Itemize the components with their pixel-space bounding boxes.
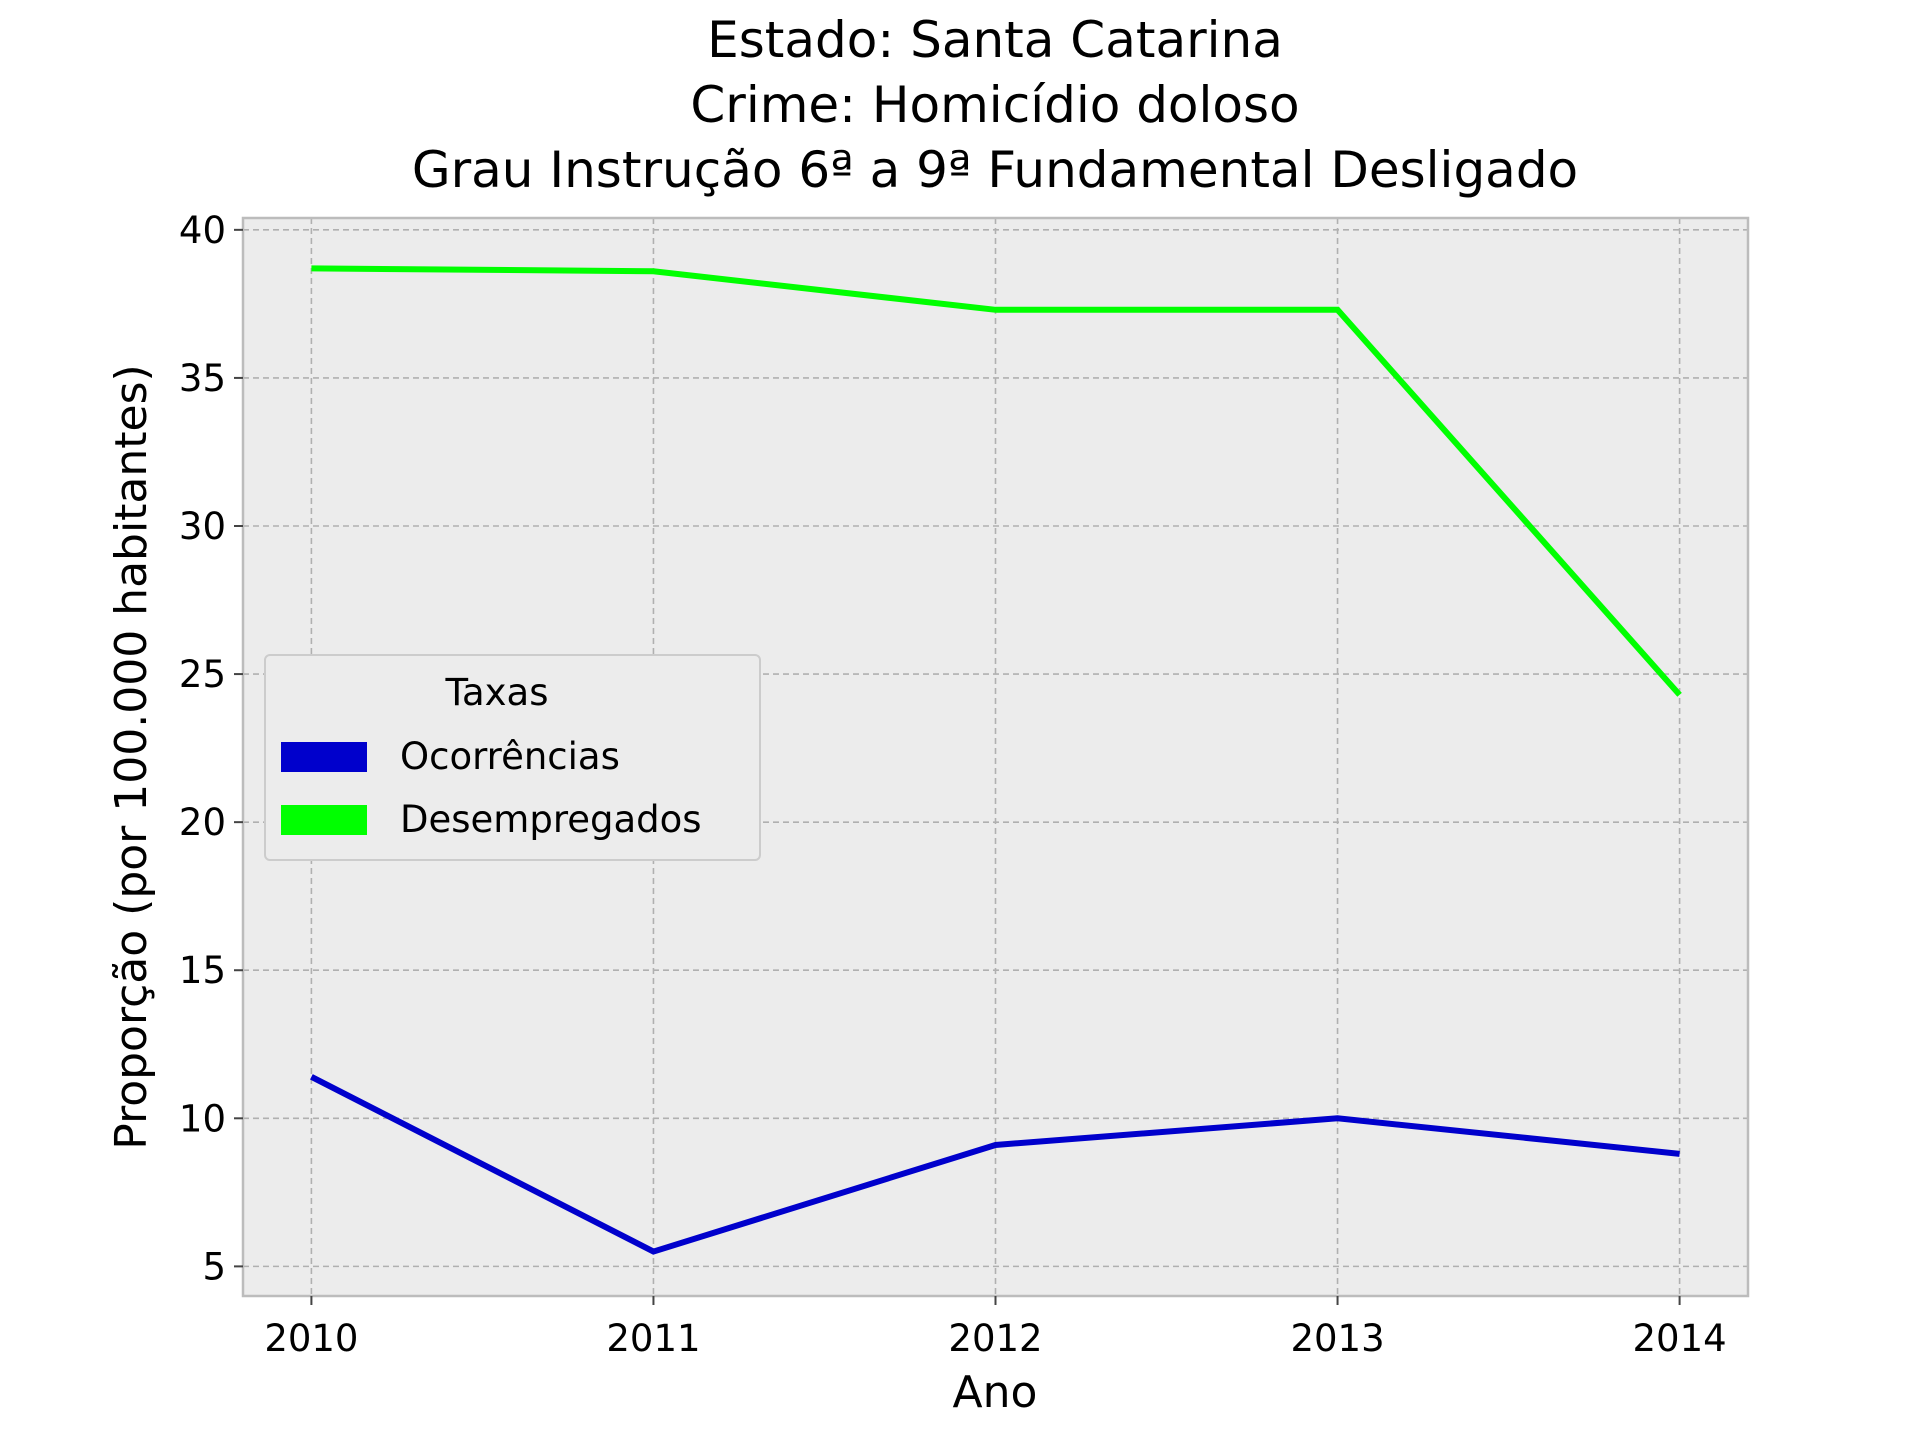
series-lines bbox=[310, 265, 1682, 1255]
legend-label-desempregados: Desempregados bbox=[400, 798, 702, 841]
y-tick-label: 35 bbox=[179, 357, 226, 400]
y-tick-label: 40 bbox=[179, 209, 226, 252]
x-axis-label: Ano bbox=[953, 1367, 1038, 1418]
legend-box bbox=[264, 654, 761, 861]
legend-swatch-desempregados bbox=[281, 805, 367, 835]
y-tick-label: 20 bbox=[179, 801, 226, 844]
x-tick-label: 2012 bbox=[948, 1317, 1042, 1360]
title-line-2: Crime: Homicídio doloso bbox=[690, 76, 1299, 134]
legend-title: Taxas bbox=[445, 671, 549, 714]
axis-ticks: 2010 2011 2012 2013 2014 5 10 15 20 25 30 35 40 bbox=[179, 209, 1727, 1360]
y-tick-label: 10 bbox=[179, 1097, 226, 1140]
y-tick-label: 25 bbox=[179, 653, 226, 696]
x-tick-label: 2010 bbox=[264, 1317, 358, 1360]
y-tick-label: 5 bbox=[202, 1245, 226, 1288]
x-tick-label: 2011 bbox=[606, 1317, 700, 1360]
x-tick-label: 2013 bbox=[1290, 1317, 1384, 1360]
y-tick-label: 15 bbox=[179, 949, 226, 992]
y-axis-label: Proporção (por 100.000 habitantes) bbox=[106, 364, 157, 1149]
legend: Taxas Ocorrências Desempregados bbox=[264, 654, 761, 861]
legend-label-ocorrencias: Ocorrências bbox=[400, 735, 620, 778]
y-tick-label: 30 bbox=[179, 505, 226, 548]
legend-swatch-ocorrencias bbox=[281, 742, 367, 772]
chart-title: Estado: Santa Catarina Crime: Homicídio … bbox=[412, 11, 1578, 199]
x-tick-label: 2014 bbox=[1633, 1317, 1727, 1360]
series-line-desempregados bbox=[311, 265, 1682, 697]
title-line-1: Estado: Santa Catarina bbox=[707, 11, 1283, 69]
title-line-3: Grau Instrução 6ª a 9ª Fundamental Desli… bbox=[412, 141, 1578, 199]
series-line-ocorrencias bbox=[310, 1074, 1680, 1255]
